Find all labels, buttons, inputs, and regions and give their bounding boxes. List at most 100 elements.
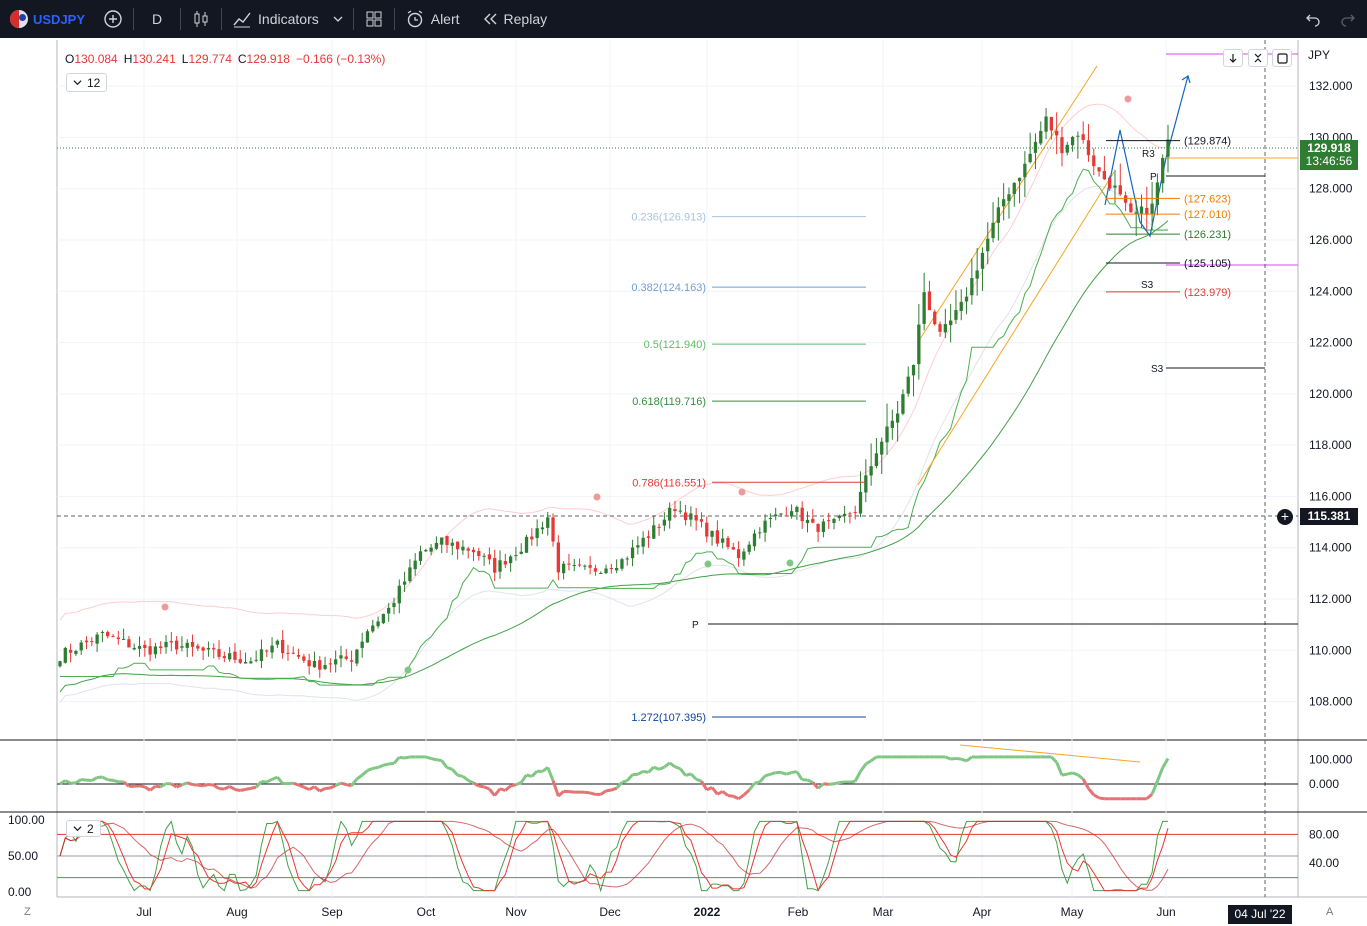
- osc1-segment: [1072, 771, 1079, 777]
- osc1-segment: [91, 776, 98, 782]
- osc1-segment: [764, 772, 771, 778]
- candle: [853, 505, 857, 520]
- candle: [694, 507, 698, 531]
- osc1-segment: [181, 781, 188, 787]
- candle-body: [524, 536, 529, 553]
- osc1-segment: [621, 779, 628, 784]
- candle: [440, 537, 444, 554]
- candle-body: [731, 547, 735, 550]
- candle-body: [1123, 195, 1128, 203]
- candle: [668, 502, 672, 529]
- add-alert-plus-button[interactable]: +: [1277, 509, 1293, 525]
- osc1-segment: [451, 768, 459, 777]
- candle-body: [1060, 137, 1064, 154]
- osc1-segment: [436, 758, 442, 763]
- price-tick-label: 128.000: [1309, 182, 1353, 196]
- compare-symbol-button[interactable]: [103, 0, 123, 38]
- candle: [455, 541, 460, 560]
- candle-body: [387, 607, 391, 614]
- candle: [461, 540, 465, 555]
- candles-icon: [194, 11, 208, 27]
- replay-button[interactable]: Replay: [482, 0, 547, 38]
- candle-body: [376, 621, 380, 627]
- indicators-button[interactable]: Indicators: [232, 0, 319, 38]
- grid-layout-icon: [366, 11, 382, 27]
- osc1-segment: [176, 783, 183, 789]
- undo-button[interactable]: [1305, 0, 1321, 38]
- candle: [768, 513, 773, 528]
- candle-body: [312, 660, 317, 668]
- layout-button[interactable]: [364, 0, 384, 38]
- interval-button[interactable]: D: [151, 11, 163, 27]
- candle: [95, 632, 99, 652]
- candle: [503, 553, 507, 568]
- candle-body: [63, 647, 67, 663]
- symbol-search-button[interactable]: USDJPY: [33, 11, 86, 27]
- candle-body: [461, 546, 465, 551]
- osc1-segment: [159, 782, 167, 789]
- candle: [180, 636, 184, 652]
- candle-body: [148, 646, 152, 655]
- candle: [646, 530, 651, 548]
- candle-body: [328, 663, 333, 665]
- crosshair-date-tag: 04 Jul '22: [1228, 905, 1292, 924]
- support-line: [60, 168, 1168, 686]
- indicators-dropdown[interactable]: [333, 0, 343, 38]
- swing-point-marker: [161, 603, 169, 611]
- candle: [233, 643, 237, 664]
- candle-body: [795, 506, 799, 513]
- candle-body: [980, 252, 985, 269]
- candle: [132, 643, 136, 651]
- candle: [721, 528, 725, 549]
- candle: [524, 534, 529, 553]
- osc1-segment: [1150, 780, 1159, 795]
- fib-level-label: 0.236(126.913): [631, 212, 706, 224]
- osc1-segment: [1081, 778, 1090, 790]
- collapse-button[interactable]: [1248, 49, 1268, 67]
- candle: [270, 637, 274, 659]
- fib-level-label: 0.5(121.940): [644, 339, 706, 351]
- osc1-segment: [239, 787, 246, 792]
- candle-body: [275, 640, 280, 645]
- candle-body: [1039, 130, 1043, 144]
- maximize-pane-button[interactable]: [1272, 49, 1292, 67]
- candle-body: [620, 559, 624, 569]
- candle: [106, 630, 110, 639]
- oscillator-legend-toggle[interactable]: 2: [66, 820, 101, 837]
- pivot-tag-label: P: [1150, 172, 1157, 183]
- candle-body: [890, 420, 894, 428]
- candle: [148, 637, 152, 662]
- candle-body: [530, 536, 534, 540]
- candle: [906, 366, 910, 397]
- candle: [683, 504, 688, 526]
- candle-body: [132, 647, 136, 650]
- rewind-icon: [483, 13, 497, 25]
- candle-body: [434, 542, 439, 549]
- move-down-button[interactable]: [1223, 49, 1243, 67]
- candle: [864, 459, 868, 503]
- low-key: L: [181, 52, 189, 66]
- candle: [121, 628, 126, 640]
- candle: [609, 563, 613, 574]
- auto-scale-button[interactable]: A: [1326, 906, 1334, 918]
- timezone-button[interactable]: Z: [24, 906, 31, 918]
- osc1-segment: [271, 775, 278, 781]
- candle: [275, 639, 280, 648]
- candle-body: [917, 324, 921, 365]
- fib-level-label: 0.382(124.163): [631, 282, 706, 294]
- chart-type-button[interactable]: [191, 0, 211, 38]
- indicator-legend-toggle[interactable]: 12: [66, 73, 108, 92]
- candle: [758, 527, 762, 539]
- candle-body: [424, 550, 428, 552]
- osc1-segment: [710, 786, 719, 796]
- candle-body: [74, 651, 78, 654]
- alert-button[interactable]: Alert: [405, 0, 460, 38]
- redo-button[interactable]: [1340, 0, 1356, 38]
- fib-level-label: 0.786(116.551): [632, 477, 706, 489]
- candle-body: [546, 517, 550, 528]
- candle: [917, 304, 921, 380]
- maximize-icon: [1276, 52, 1288, 64]
- candle-body: [763, 520, 767, 533]
- candle-body: [1070, 136, 1075, 146]
